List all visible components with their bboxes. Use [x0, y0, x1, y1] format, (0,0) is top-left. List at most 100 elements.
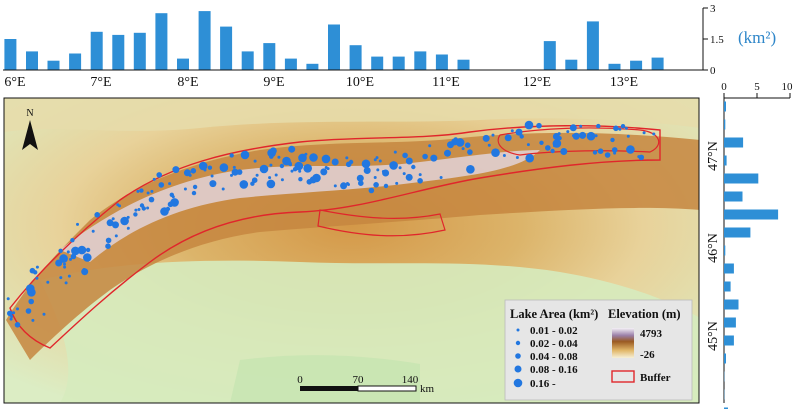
- lake-point: [255, 173, 259, 177]
- lake-point: [165, 206, 171, 212]
- lon-label-13e: 13°E: [610, 75, 638, 90]
- scale-unit: km: [420, 383, 435, 395]
- top-hist-bars: [4, 11, 664, 71]
- lake-point: [375, 156, 379, 160]
- top-hist-bar: [220, 26, 233, 71]
- lake-point: [395, 181, 399, 185]
- side-hist-bar: [724, 191, 743, 202]
- top-y-tick-label: 0: [710, 65, 716, 77]
- lake-class-label: 0.04 - 0.08: [530, 351, 578, 363]
- top-y-tick-label: 3: [710, 3, 716, 15]
- lake-point: [411, 164, 416, 170]
- side-hist-bar: [724, 137, 744, 148]
- lake-point: [156, 172, 162, 178]
- lake-point: [12, 311, 16, 315]
- lake-point: [439, 176, 443, 179]
- top-hist-bar: [26, 51, 38, 70]
- scale-label-0: 0: [297, 374, 303, 386]
- lake-point: [368, 187, 375, 194]
- lake-point: [393, 150, 397, 154]
- lake-point: [126, 226, 130, 230]
- lake-point: [579, 124, 583, 128]
- lake-point: [63, 262, 66, 266]
- lake-point: [112, 221, 119, 229]
- lake-point: [221, 187, 225, 191]
- lake-point: [230, 173, 233, 177]
- lake-point: [279, 163, 285, 169]
- lake-point: [69, 257, 72, 261]
- lake-class-label: 0.16 -: [530, 378, 556, 390]
- lake-point: [183, 187, 187, 191]
- lake-point: [303, 164, 313, 173]
- lon-label-11e: 11°E: [432, 75, 460, 90]
- lake-point: [652, 132, 656, 136]
- lake-point: [232, 165, 236, 169]
- lake-point: [16, 307, 19, 311]
- lake-point: [358, 180, 364, 186]
- lake-point: [192, 184, 198, 190]
- top-hist-bar: [4, 39, 17, 70]
- lake-point: [111, 217, 115, 221]
- lake-point: [137, 208, 141, 211]
- lake-point: [611, 147, 618, 153]
- lake-point: [428, 144, 432, 148]
- lake-point: [398, 166, 402, 170]
- top-hist-bar: [198, 11, 211, 71]
- lake-point: [59, 276, 63, 280]
- lake-legend-item: 0.16 -: [513, 378, 556, 390]
- lake-point: [58, 248, 63, 253]
- lake-size-symbol: [515, 353, 521, 359]
- lake-point: [71, 246, 80, 256]
- lake-point: [290, 169, 294, 173]
- lake-point: [158, 182, 165, 188]
- lake-point: [466, 165, 475, 174]
- top-hist-bar: [630, 60, 643, 70]
- lake-point: [170, 198, 179, 207]
- lake-point: [557, 136, 562, 141]
- lake-point: [35, 265, 39, 269]
- lake-point: [81, 268, 89, 276]
- lake-point: [524, 120, 534, 130]
- lake-point: [203, 168, 207, 172]
- lake-size-symbol: [516, 328, 520, 332]
- lake-point: [620, 124, 626, 129]
- lon-label-6e: 6°E: [4, 75, 25, 90]
- lake-point: [70, 253, 77, 260]
- lake-point: [6, 297, 10, 301]
- lake-point: [482, 134, 490, 142]
- side-hist-bar: [724, 209, 779, 220]
- lake-point: [253, 159, 257, 163]
- side-hist-bar: [724, 299, 739, 310]
- lake-point: [289, 163, 292, 167]
- north-label: N: [26, 108, 33, 119]
- lake-point: [402, 172, 406, 176]
- lake-point: [298, 164, 302, 168]
- lake-point: [168, 182, 172, 186]
- lake-point: [28, 298, 34, 305]
- lat-label-45n: 45°N: [706, 321, 721, 351]
- lake-point: [467, 149, 473, 155]
- top-hist-bar: [371, 56, 384, 70]
- side-hist-bar: [724, 101, 726, 112]
- side-hist-bar: [724, 281, 731, 292]
- lake-point: [64, 281, 68, 285]
- lake-point: [566, 130, 570, 134]
- lake-point: [515, 156, 519, 159]
- lake-point: [378, 159, 382, 163]
- side-hist-bars: [724, 101, 779, 409]
- lake-point: [191, 190, 197, 196]
- lake-class-label: 0.08 - 0.16: [530, 364, 578, 376]
- lake-point: [274, 173, 278, 177]
- lake-point: [613, 125, 619, 132]
- buffer-legend-label: Buffer: [640, 372, 671, 384]
- lake-point: [146, 191, 150, 195]
- lake-point: [341, 185, 344, 189]
- lake-point: [447, 141, 454, 149]
- lake-point: [345, 156, 349, 160]
- lake-point: [356, 174, 364, 182]
- lake-point: [389, 161, 398, 170]
- top-hist-bar: [543, 41, 556, 70]
- lake-point: [114, 234, 118, 238]
- lake-point: [27, 288, 32, 294]
